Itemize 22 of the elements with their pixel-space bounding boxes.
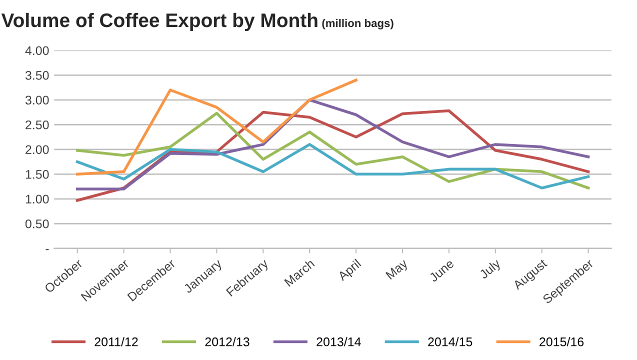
legend-label: 2013/14	[316, 337, 361, 346]
y-tick-label: -	[46, 249, 49, 250]
y-tick-label: 1.50	[26, 170, 49, 179]
legend-label: 2014/15	[428, 337, 472, 346]
chart-title: Volume of Coffee Export by Month	[1, 12, 318, 32]
line-series	[76, 143, 590, 190]
x-tick-label: June	[428, 258, 454, 282]
y-tick-label: 3.00	[25, 96, 49, 105]
y-tick-label: 2.50	[26, 120, 49, 130]
legend-label: 2015/16	[540, 337, 584, 346]
y-tick-label: 3.50	[25, 70, 49, 80]
x-tick-label: May	[385, 258, 410, 282]
y-tick-label: 1.00	[26, 194, 49, 204]
legend-label: 2011/12	[94, 337, 138, 346]
legend-label: 2012/13	[205, 337, 250, 346]
line-series	[76, 112, 590, 190]
y-tick-label: 4.00	[25, 46, 49, 56]
y-tick-label: 2.00	[26, 145, 49, 154]
line-series	[76, 78, 358, 176]
chart-subtitle: (million bags)	[322, 18, 394, 30]
x-tick-label: July	[478, 258, 503, 282]
y-tick-label: 0.50	[25, 219, 49, 228]
